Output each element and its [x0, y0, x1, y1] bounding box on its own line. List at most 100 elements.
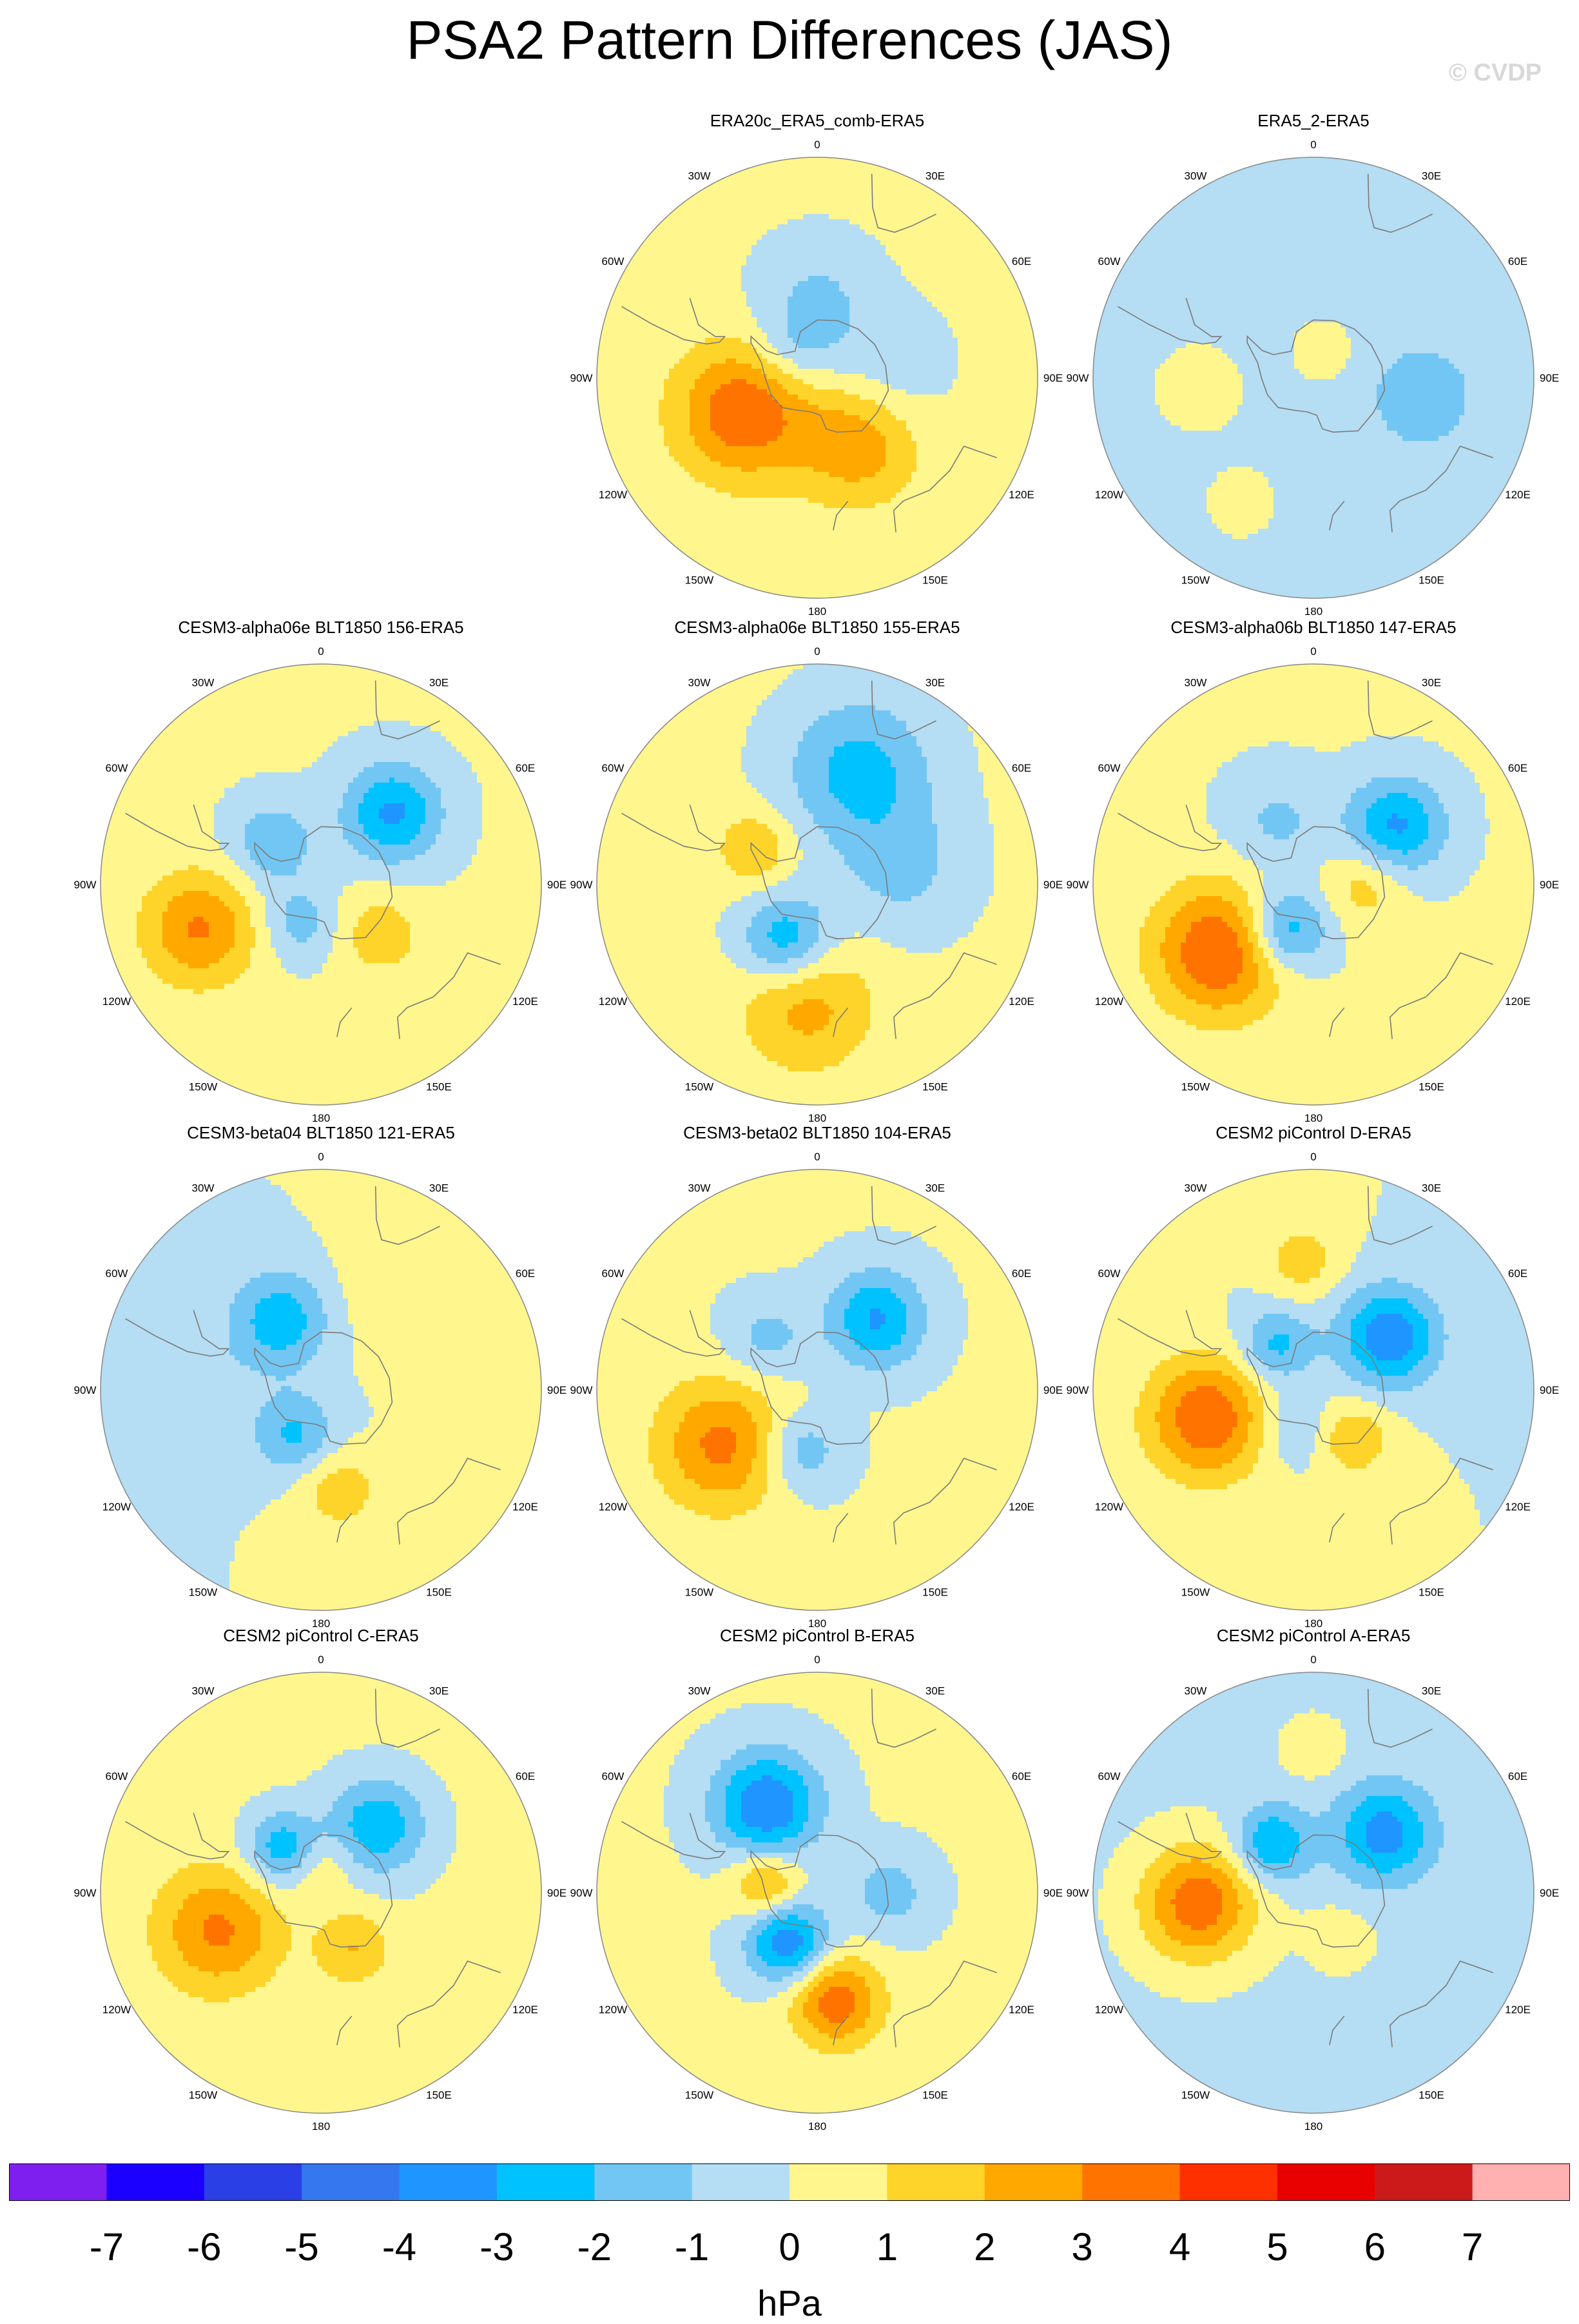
contour-cell	[633, 384, 639, 390]
contour-cell	[664, 291, 670, 297]
contour-cell	[664, 297, 670, 302]
contour-cell	[715, 333, 721, 338]
contour-cell	[813, 482, 819, 488]
contour-cell	[803, 219, 809, 225]
contour-cell	[860, 204, 866, 210]
contour-cell	[834, 415, 840, 421]
contour-cell	[963, 425, 969, 431]
contour-cell	[751, 374, 757, 380]
contour-cell	[695, 456, 701, 462]
contour-cell	[849, 420, 855, 426]
contour-cell	[695, 245, 701, 251]
contour-cell	[911, 446, 917, 452]
contour-cell	[659, 266, 664, 271]
contour-cell	[741, 297, 747, 302]
contour-cell	[839, 291, 845, 297]
contour-cell	[932, 255, 938, 261]
contour-cell	[916, 374, 922, 380]
contour-cell	[731, 178, 737, 184]
contour-cell	[767, 183, 773, 189]
contour-cell	[684, 451, 690, 457]
contour-cell	[947, 451, 953, 457]
contour-cell	[860, 410, 866, 416]
contour-cell	[844, 162, 850, 168]
contour-cell	[911, 384, 917, 390]
contour-cell	[638, 327, 644, 333]
contour-cell	[767, 338, 773, 344]
contour-cell	[829, 472, 835, 478]
contour-cell	[602, 446, 608, 452]
contour-cell	[607, 312, 613, 318]
contour-cell	[700, 498, 706, 503]
contour-cell	[803, 487, 809, 493]
contour-cell	[824, 400, 829, 405]
contour-cell	[617, 384, 623, 390]
contour-cell	[906, 405, 912, 411]
contour-cell	[715, 245, 721, 251]
contour-cell	[700, 250, 706, 256]
contour-cell	[865, 245, 871, 251]
contour-cell	[669, 250, 675, 256]
contour-cell	[829, 493, 835, 498]
contour-cell	[659, 405, 664, 411]
contour-cell	[922, 364, 927, 369]
contour-cell	[664, 235, 670, 240]
contour-cell	[684, 487, 690, 493]
contour-cell	[731, 358, 737, 364]
contour-cell	[906, 199, 912, 204]
contour-cell	[695, 364, 701, 369]
contour-cell	[989, 456, 994, 462]
contour-cell	[860, 405, 866, 411]
contour-cell	[896, 493, 902, 498]
contour-cell	[834, 266, 840, 271]
contour-cell	[736, 322, 742, 328]
contour-cell	[726, 456, 731, 462]
contour-cell	[844, 487, 850, 493]
contour-cell	[648, 431, 654, 436]
contour-cell	[721, 493, 726, 498]
contour-cell	[968, 260, 974, 266]
contour-cell	[896, 472, 902, 478]
contour-cell	[942, 255, 948, 261]
contour-cell	[880, 193, 886, 199]
contour-cell	[875, 482, 881, 488]
contour-cell	[721, 400, 726, 405]
contour-cell	[612, 297, 618, 302]
contour-cell	[999, 281, 1005, 287]
contour-cell	[942, 291, 948, 297]
contour-cell	[705, 281, 711, 287]
contour-cell	[700, 405, 706, 411]
contour-cell	[757, 188, 762, 194]
contour-cell	[875, 431, 881, 436]
contour-cell	[746, 467, 752, 473]
contour-cell	[906, 487, 912, 493]
contour-cell	[628, 462, 634, 467]
contour-cell	[798, 307, 804, 313]
contour-cell	[978, 240, 984, 246]
contour-cell	[721, 369, 726, 375]
contour-cell	[1014, 317, 1020, 323]
contour-cell	[674, 493, 680, 498]
contour-cell	[767, 204, 773, 210]
contour-cell	[906, 260, 912, 266]
contour-cell	[911, 291, 917, 297]
contour-cell	[679, 451, 685, 457]
contour-cell	[798, 250, 804, 256]
contour-cell	[695, 260, 701, 266]
contour-cell	[808, 307, 814, 313]
contour-cell	[942, 395, 948, 400]
contour-cell	[963, 327, 969, 333]
contour-cell	[865, 199, 871, 204]
contour-cell	[715, 467, 721, 473]
contour-cell	[824, 431, 829, 436]
contour-cell	[963, 312, 969, 318]
contour-cell	[922, 276, 927, 282]
contour-cell	[978, 343, 984, 349]
contour-cell	[849, 291, 855, 297]
contour-cell	[607, 410, 613, 416]
contour-cell	[798, 456, 804, 462]
contour-cell	[968, 420, 974, 426]
contour-cell	[767, 477, 773, 483]
contour-cell	[643, 266, 649, 271]
contour-cell	[684, 395, 690, 400]
